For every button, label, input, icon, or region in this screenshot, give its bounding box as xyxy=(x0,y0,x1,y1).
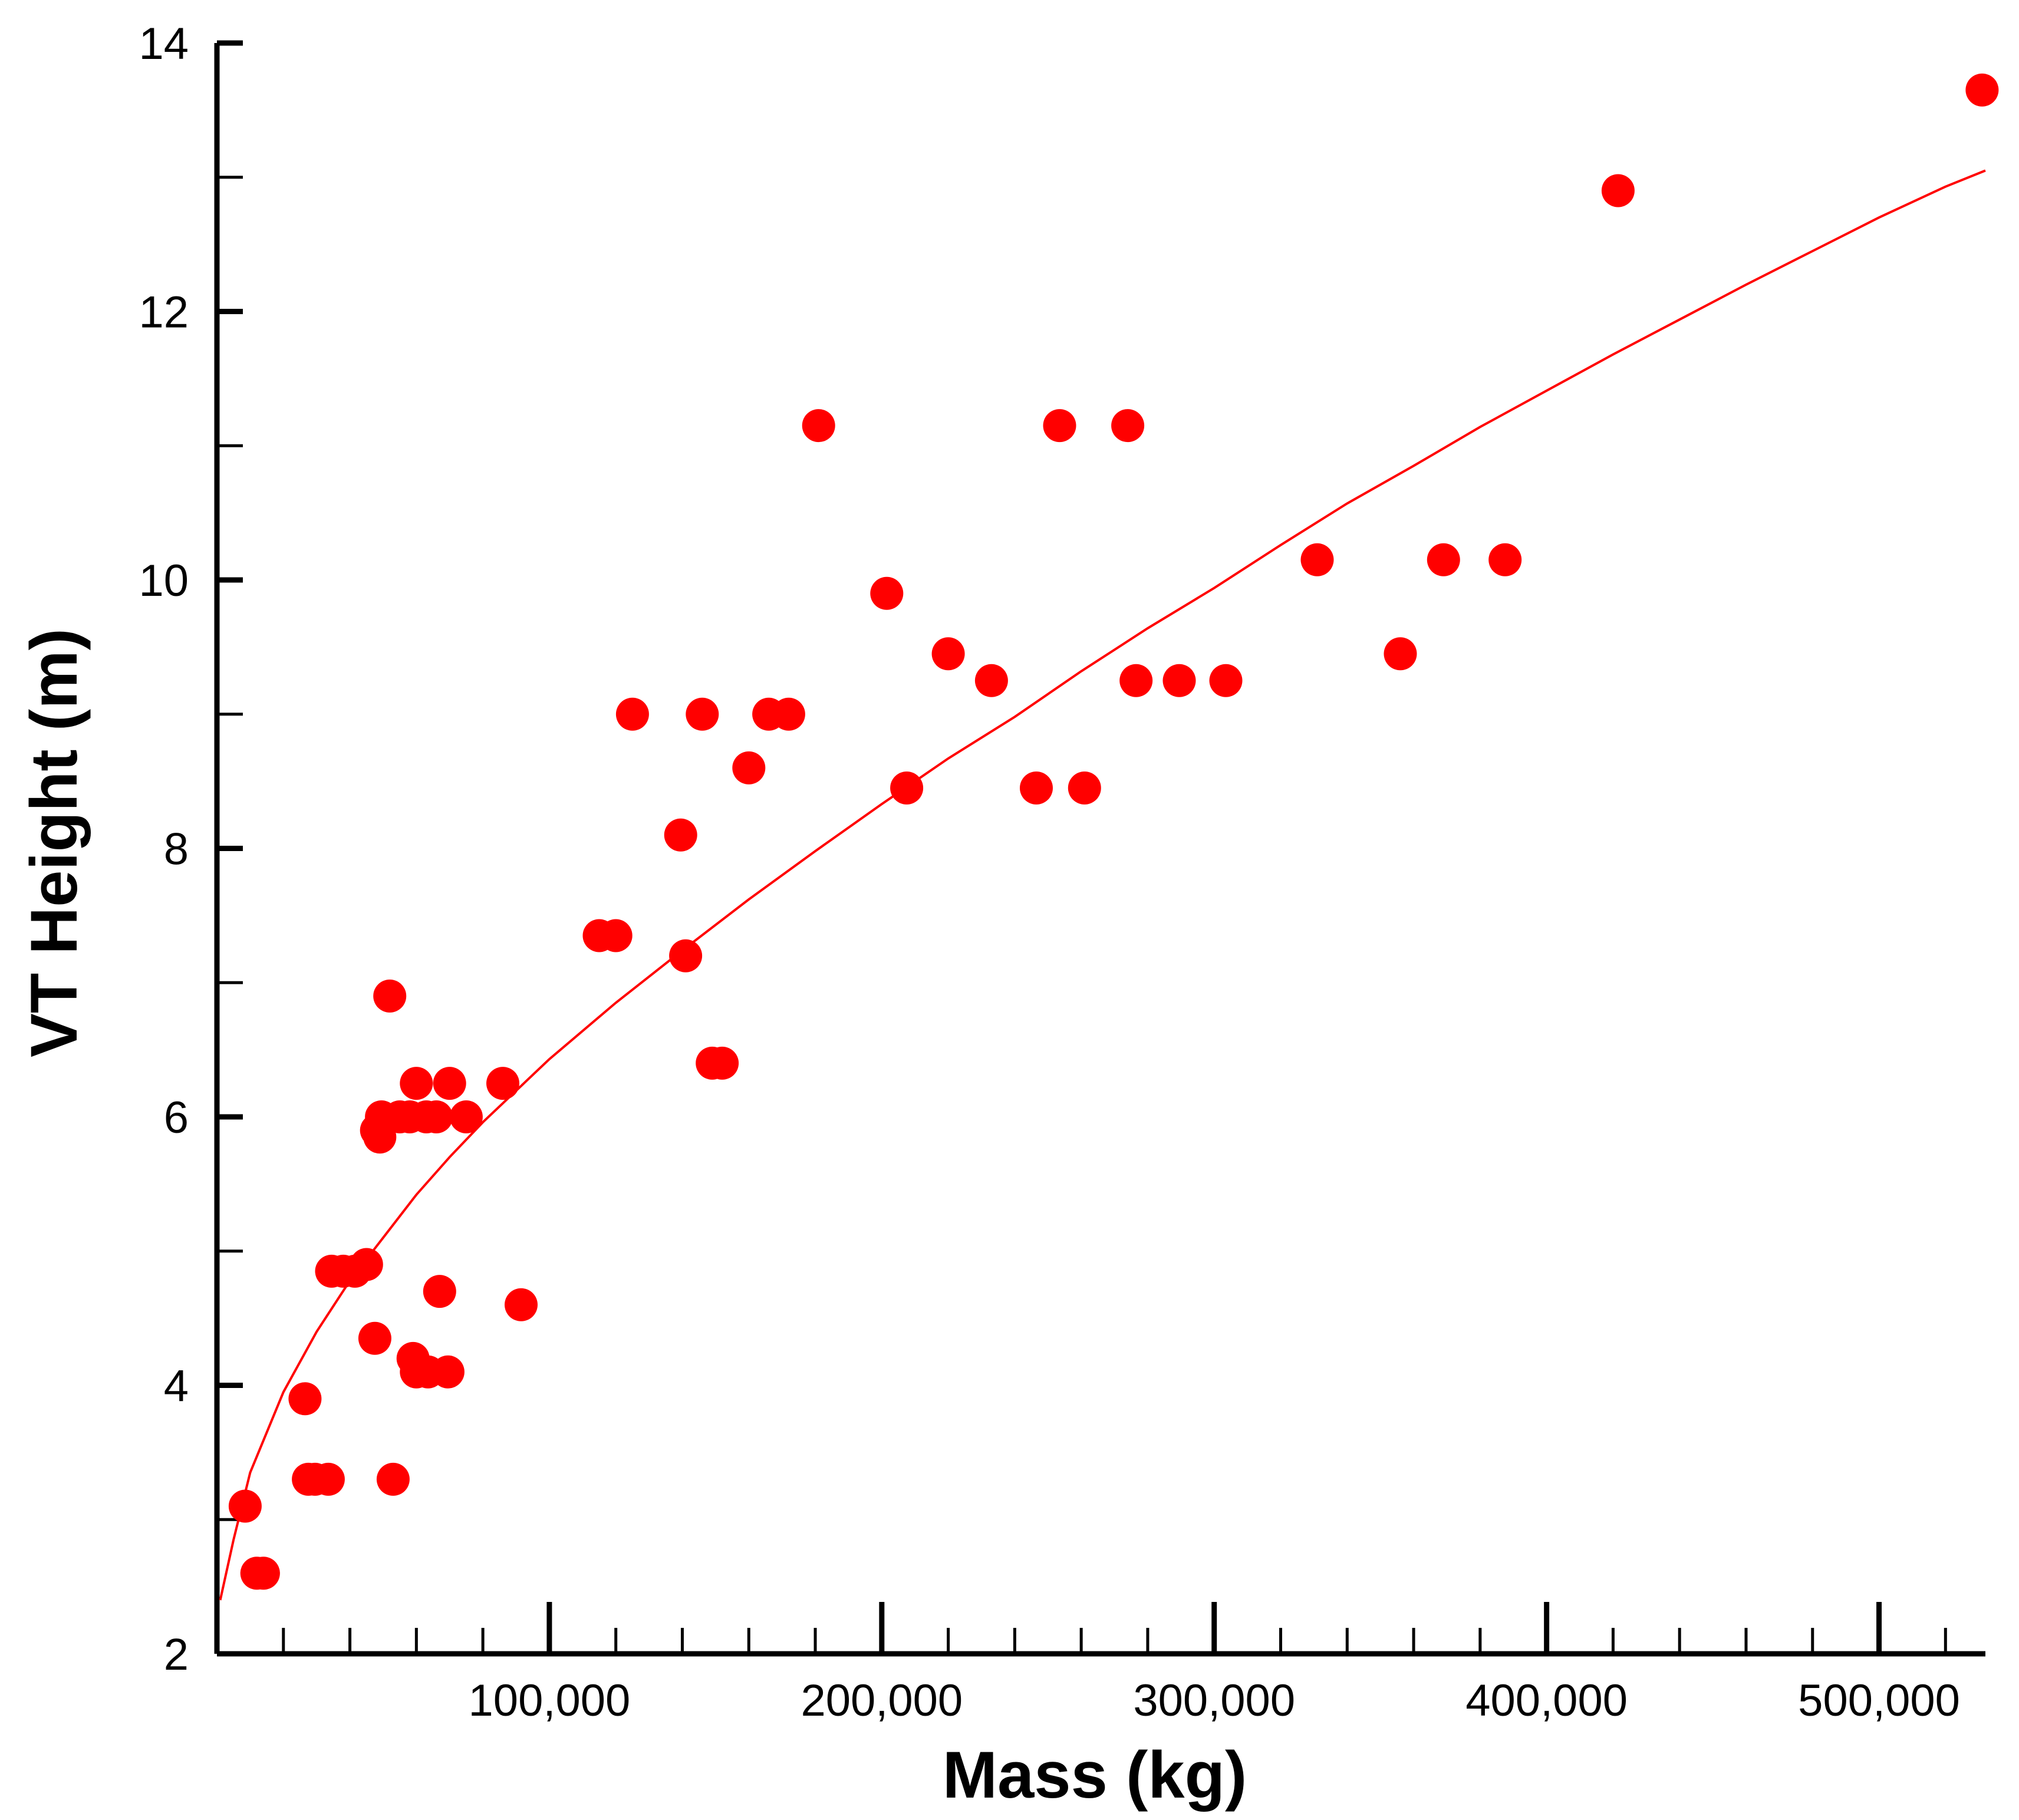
data-point xyxy=(486,1067,519,1100)
data-point xyxy=(228,1489,262,1523)
data-point xyxy=(1384,637,1417,671)
data-point xyxy=(1111,409,1145,443)
data-point xyxy=(288,1382,322,1416)
data-point xyxy=(890,771,924,805)
data-point xyxy=(376,1462,410,1496)
data-point xyxy=(350,1248,383,1281)
y-tick-label: 14 xyxy=(139,19,189,69)
y-tick-label: 4 xyxy=(164,1361,189,1412)
data-point xyxy=(423,1275,456,1308)
data-point xyxy=(311,1462,345,1496)
x-axis-title: Mass (kg) xyxy=(943,1738,1247,1812)
data-point xyxy=(1043,409,1076,443)
y-tick-label: 6 xyxy=(164,1093,189,1143)
data-point xyxy=(373,980,407,1013)
data-point xyxy=(1488,543,1522,576)
y-axis-title: VT Height (m) xyxy=(17,628,91,1057)
data-point xyxy=(931,637,965,671)
data-point xyxy=(1209,664,1243,697)
data-point xyxy=(599,919,633,952)
data-point xyxy=(615,697,649,731)
data-point xyxy=(1965,73,1999,107)
tick-marks xyxy=(217,40,1947,1657)
fit-curve-group xyxy=(219,169,1986,1601)
data-point xyxy=(1300,543,1334,576)
data-point xyxy=(669,939,703,972)
y-tick-label: 12 xyxy=(139,288,189,338)
data-point xyxy=(974,664,1008,697)
data-point xyxy=(664,818,697,852)
data-point xyxy=(1020,771,1053,805)
tick-labels: 2 4 6 8 10 12 14 100,000 200,000 300,000 400,000 50… xyxy=(139,19,1959,1726)
data-point xyxy=(870,576,904,610)
y-tick-label: 8 xyxy=(164,825,189,875)
data-point xyxy=(420,1100,453,1133)
fit-curve xyxy=(219,169,1986,1601)
data-point xyxy=(706,1046,739,1080)
x-tick-label: 200,000 xyxy=(801,1676,963,1726)
x-tick-label: 500,000 xyxy=(1798,1676,1960,1726)
data-point xyxy=(449,1100,483,1133)
data-point xyxy=(433,1067,466,1100)
x-tick-label: 100,000 xyxy=(469,1676,631,1726)
data-point xyxy=(732,751,766,784)
data-point xyxy=(802,409,835,443)
x-tick-label: 400,000 xyxy=(1465,1676,1628,1726)
data-point xyxy=(686,697,719,731)
data-point xyxy=(1119,664,1153,697)
data-point xyxy=(1427,543,1460,576)
y-tick-label: 10 xyxy=(139,556,189,606)
data-point xyxy=(358,1321,391,1355)
axes xyxy=(214,43,1985,1657)
data-point xyxy=(1068,771,1101,805)
data-point xyxy=(772,697,805,731)
data-point xyxy=(431,1355,465,1389)
y-tick-label: 2 xyxy=(164,1630,189,1680)
data-point xyxy=(1162,664,1196,697)
x-tick-label: 300,000 xyxy=(1133,1676,1295,1726)
data-point xyxy=(246,1557,280,1590)
data-point xyxy=(400,1067,433,1100)
data-points xyxy=(228,73,1999,1590)
data-point xyxy=(505,1288,538,1321)
data-point xyxy=(1601,174,1635,207)
